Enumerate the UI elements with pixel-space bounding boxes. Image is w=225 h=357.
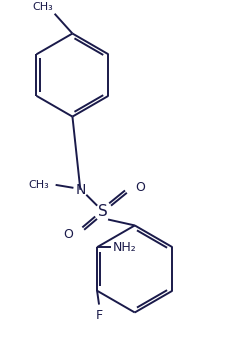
Text: O: O (134, 181, 144, 194)
Text: NH₂: NH₂ (112, 241, 136, 254)
Text: CH₃: CH₃ (28, 180, 48, 190)
Text: CH₃: CH₃ (32, 2, 52, 12)
Text: N: N (75, 183, 85, 197)
Text: F: F (95, 308, 102, 322)
Text: S: S (98, 204, 108, 219)
Text: O: O (63, 228, 73, 241)
